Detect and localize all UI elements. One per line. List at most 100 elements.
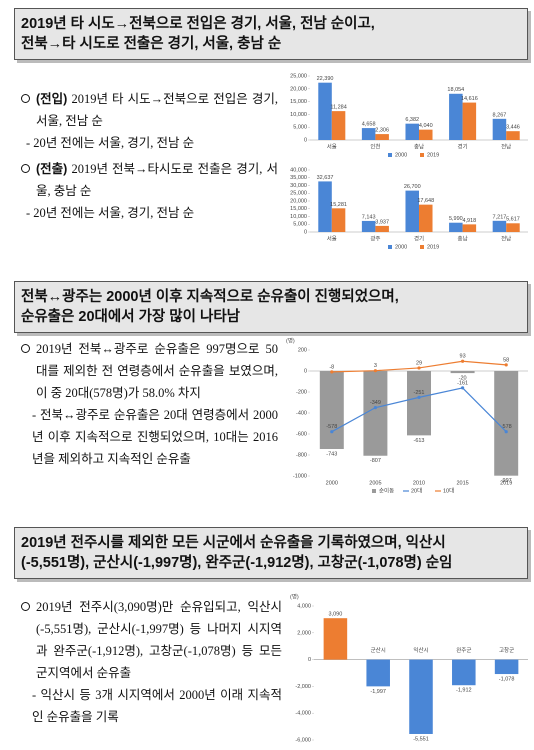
data-label: 2,306 bbox=[375, 128, 389, 134]
data-label: -161 bbox=[457, 380, 468, 386]
data-label: 6,382 bbox=[405, 117, 419, 123]
bar bbox=[506, 223, 520, 232]
data-label: 32,637 bbox=[317, 175, 334, 181]
y-tick-label: 2,000 bbox=[297, 630, 311, 636]
y-tick-label: 5,000 bbox=[293, 222, 307, 228]
y-tick-label: 30,000 bbox=[290, 183, 307, 189]
x-tick-label: 광주 bbox=[370, 235, 380, 242]
x-tick-label: 완주군 bbox=[456, 646, 471, 654]
bar bbox=[449, 222, 463, 232]
legend-swatch bbox=[388, 245, 392, 249]
x-tick-label: 전남 bbox=[501, 234, 511, 242]
data-label: -578 bbox=[501, 424, 512, 430]
data-label: -613 bbox=[413, 438, 424, 444]
data-label: 29 bbox=[416, 360, 422, 366]
bar bbox=[375, 225, 389, 232]
data-label: -20 bbox=[459, 376, 467, 382]
y-tick-label: 10,000 bbox=[290, 112, 307, 118]
y-tick-label: 15,000 bbox=[290, 99, 307, 105]
data-label: 7,143 bbox=[362, 214, 376, 220]
legend-swatch bbox=[420, 153, 424, 157]
x-tick-label: 고창군 bbox=[499, 646, 514, 654]
data-label: 3,446 bbox=[506, 125, 520, 131]
legend-label: 2019 bbox=[427, 244, 439, 250]
section-header: 전북↔광주는 2000년 이후 지속적으로 순유출이 진행되었으며, 순유출은 … bbox=[14, 281, 528, 333]
bar bbox=[452, 659, 476, 686]
chart: (명)-6,000-4,000-2,00002,0004,000전주시3,090… bbox=[290, 593, 528, 743]
y-axis-label: (명) bbox=[290, 593, 299, 600]
legend-label: 20대 bbox=[411, 486, 422, 494]
bar bbox=[407, 371, 431, 436]
x-tick-label: 2010 bbox=[413, 480, 425, 486]
bar bbox=[419, 129, 433, 140]
bar bbox=[361, 128, 376, 140]
y-tick-label: 4,000 bbox=[297, 603, 311, 609]
data-label: 11,284 bbox=[330, 105, 346, 111]
section-header: 2019년 타 시도→전북으로 전입은 경기, 서울, 전남 순이고, 전북→타… bbox=[14, 8, 528, 60]
data-label: 8,267 bbox=[493, 112, 507, 118]
bullet: 2019년 전북↔광주로 순유출은 997명으로 50대를 제외한 전 연령층에… bbox=[20, 338, 278, 404]
data-label: 4,658 bbox=[362, 122, 376, 128]
y-tick-label: 200 bbox=[298, 347, 307, 353]
bar bbox=[323, 618, 348, 660]
x-tick-label: 서울 bbox=[327, 142, 337, 150]
y-tick-label: -6,000 bbox=[295, 737, 311, 743]
legend-swatch bbox=[372, 489, 376, 493]
line bbox=[331, 360, 507, 373]
bullet-label: (전입) bbox=[36, 92, 68, 106]
x-tick-label: 서울 bbox=[327, 234, 337, 242]
data-label: 18,054 bbox=[447, 87, 464, 93]
text-block: 2019년 전북↔광주로 순유출은 997명으로 50대를 제외한 전 연령층에… bbox=[20, 338, 278, 474]
x-tick-label: 인천 bbox=[370, 142, 380, 150]
data-label: 93 bbox=[460, 354, 466, 360]
bar bbox=[419, 204, 433, 232]
data-label: -1,997 bbox=[370, 689, 386, 695]
data-label: 7,217 bbox=[493, 214, 507, 220]
bar bbox=[331, 111, 346, 140]
data-label: 4,918 bbox=[462, 218, 476, 224]
x-tick-label: 경기 bbox=[458, 142, 468, 150]
sub-bullet: - 전북↔광주로 순유출은 20대 연령층에서 2000년 이후 지속적으로 진… bbox=[32, 408, 278, 466]
data-label: -997 bbox=[501, 478, 512, 484]
legend-label: 2000 bbox=[395, 152, 407, 158]
legend-label: 순이동 bbox=[379, 486, 394, 494]
header-line: 순유출은 20대에서 가장 많이 나타남 bbox=[21, 309, 241, 325]
data-label: 17,648 bbox=[417, 198, 434, 204]
bullet-text: 2019년 전북→타시도로 전출은 경기, 서울, 충남 순 bbox=[36, 162, 278, 198]
legend-label: 2000 bbox=[395, 244, 407, 250]
bar bbox=[318, 181, 332, 232]
y-tick-label: 35,000 bbox=[290, 175, 307, 181]
y-tick-label: 0 bbox=[304, 229, 307, 235]
y-tick-label: -800 bbox=[296, 452, 307, 458]
bullet-text: 2019년 전북↔광주로 순유출은 997명으로 50대를 제외한 전 연령층에… bbox=[36, 342, 278, 400]
data-label: -743 bbox=[326, 451, 337, 457]
section-header: 2019년 전주시를 제외한 모든 시군에서 순유출을 기록하였으며, 익산시 … bbox=[14, 527, 528, 579]
y-tick-label: 0 bbox=[304, 368, 307, 374]
x-tick-label: 충남 bbox=[414, 142, 424, 150]
sub-bullet: - 익산시 등 3개 시지역에서 2000년 이래 지속적인 순유출을 기록 bbox=[32, 688, 282, 724]
bar bbox=[405, 190, 419, 232]
header-line: 2019년 전주시를 제외한 모든 시군에서 순유출을 기록하였으며, 익산시 bbox=[21, 535, 446, 551]
data-label: -5,551 bbox=[413, 736, 429, 742]
line bbox=[331, 387, 507, 433]
bullet-text: 2019년 전주시(3,090명)만 순유입되고, 익산시(-5,551명), … bbox=[36, 600, 282, 680]
data-label: 26,700 bbox=[404, 184, 421, 190]
x-tick-label: 2015 bbox=[456, 480, 468, 486]
legend-swatch bbox=[388, 153, 392, 157]
y-tick-label: 0 bbox=[304, 137, 307, 143]
bar bbox=[506, 131, 520, 140]
y-tick-label: 25,000 bbox=[290, 191, 307, 197]
bar bbox=[405, 123, 419, 140]
text-block: (전입) 2019년 타 시도→전북으로 전입은 경기, 서울, 전남 순 - … bbox=[20, 88, 278, 228]
data-label: 14,616 bbox=[461, 96, 478, 102]
data-label: 3,090 bbox=[329, 612, 343, 618]
bar bbox=[363, 371, 388, 456]
data-label: 4,040 bbox=[419, 123, 433, 129]
bar bbox=[450, 371, 475, 374]
data-label: -251 bbox=[413, 390, 424, 396]
legend-label: 10대 bbox=[443, 486, 454, 494]
bar bbox=[494, 659, 519, 675]
header-line: 2019년 타 시도→전북으로 전입은 경기, 서울, 전남 순이고, bbox=[21, 16, 375, 32]
